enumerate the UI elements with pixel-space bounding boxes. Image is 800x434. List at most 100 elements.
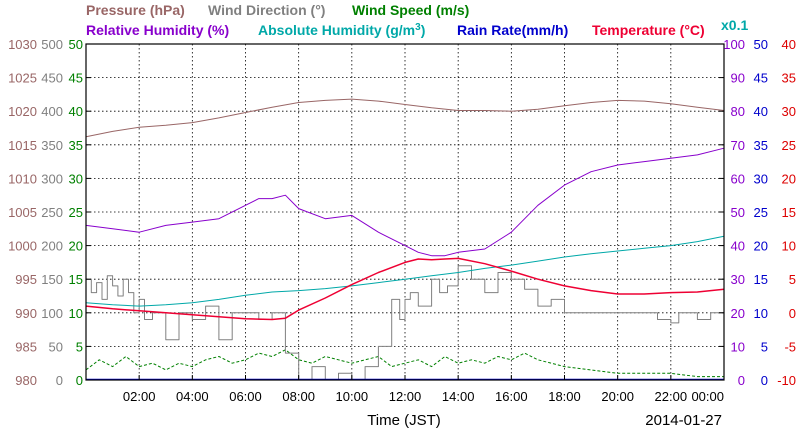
x-tick-label: 06:00 (229, 389, 262, 404)
y-tick-label-wind-speed: 35 (69, 138, 83, 153)
y-tick-label-wind-speed: 20 (69, 239, 83, 254)
y-tick-label-pressure: 1010 (8, 171, 37, 186)
title-pressure: Pressure (hPa) (86, 2, 185, 18)
title-rain-rate: Rain Rate(mm/h) (457, 22, 568, 38)
title-temperature: Temperature (°C) (592, 22, 705, 38)
y-tick-label-rain-rate: 10 (754, 306, 768, 321)
y-tick-label-rain-rate: 30 (754, 171, 768, 186)
y-tick-label-wind-speed: 25 (69, 205, 83, 220)
y-tick-label-humidity: 0 (738, 373, 745, 388)
y-tick-label-wind-direction: 450 (41, 71, 63, 86)
x-tick-label: 02:00 (123, 389, 156, 404)
y-tick-label-pressure: 1030 (8, 37, 37, 52)
y-tick-label-rain-rate: 35 (754, 138, 768, 153)
y-tick-label-wind-speed: 45 (69, 71, 83, 86)
title-absolute-humidity-close: ) (421, 22, 426, 38)
y-tick-label-wind-speed: 40 (69, 104, 83, 119)
y-tick-label-pressure: 985 (15, 339, 37, 354)
grid (86, 44, 724, 380)
y-tick-label-humidity: 60 (731, 171, 745, 186)
x-tick-label: 08:00 (282, 389, 315, 404)
x-tick-label: 18:00 (548, 389, 581, 404)
x-tick-label: 16:00 (495, 389, 528, 404)
y-tick-label-humidity: 10 (731, 339, 745, 354)
title-relative-humidity: Relative Humidity (%) (86, 22, 229, 38)
y-tick-label-pressure: 980 (15, 373, 37, 388)
series-line-temperature (85, 257, 725, 321)
y-tick-label-humidity: 70 (731, 138, 745, 153)
y-tick-label-temperature: 40 (782, 37, 796, 52)
y-tick-label-wind-direction: 100 (41, 306, 63, 321)
y-tick-label-humidity: 80 (731, 104, 745, 119)
y-tick-label-humidity: 90 (731, 71, 745, 86)
y-tick-label-temperature: 15 (782, 205, 796, 220)
y-tick-label-wind-speed: 10 (69, 306, 83, 321)
y-tick-label-wind-direction: 150 (41, 272, 63, 287)
y-tick-label-wind-speed: 15 (69, 272, 83, 287)
title-scale-note: x0.1 (721, 17, 748, 33)
x-axis: 02:00 04:00 06:00 08:00 10:00 12:00 14:00 16:00… (123, 375, 725, 404)
y-tick-label-humidity: 100 (723, 37, 745, 52)
y-tick-label-temperature: 5 (789, 272, 796, 287)
y-tick-label-temperature: 25 (782, 138, 796, 153)
y-tick-label-rain-rate: 50 (754, 37, 768, 52)
y-tick-label-pressure: 990 (15, 306, 37, 321)
y-tick-label-rain-rate: 0 (761, 373, 768, 388)
y-tick-label-temperature: 20 (782, 171, 796, 186)
y-tick-label-pressure: 1005 (8, 205, 37, 220)
y-tick-label-wind-direction: 350 (41, 138, 63, 153)
y-tick-label-temperature: 10 (782, 239, 796, 254)
title-absolute-humidity-text: Absolute Humidity (g/m (258, 22, 415, 38)
x-tick-label: 04:00 (176, 389, 209, 404)
x-tick-label: 20:00 (601, 389, 634, 404)
y-tick-label-temperature: -10 (777, 373, 796, 388)
y-tick-label-wind-direction: 400 (41, 104, 63, 119)
y-tick-label-rain-rate: 40 (754, 104, 768, 119)
x-tick-label: 10:00 (336, 389, 369, 404)
y-tick-label-wind-direction: 50 (49, 339, 63, 354)
series-line-relative-humidity (85, 147, 725, 257)
y-tick-label-humidity: 20 (731, 306, 745, 321)
title-wind-direction: Wind Direction (°) (208, 2, 325, 18)
y-tick-label-rain-rate: 20 (754, 239, 768, 254)
chart-date: 2014-01-27 (645, 412, 722, 429)
y-tick-label-wind-speed: 0 (76, 373, 83, 388)
series-line-absolute-humidity (85, 235, 725, 307)
y-tick-label-wind-speed: 50 (69, 37, 83, 52)
title-wind-speed: Wind Speed (m/s) (352, 2, 469, 18)
y-tick-label-pressure: 1025 (8, 71, 37, 86)
y-tick-label-pressure: 1015 (8, 138, 37, 153)
x-axis-title: Time (JST) (367, 412, 441, 429)
y-tick-label-pressure: 995 (15, 272, 37, 287)
title-absolute-humidity: Absolute Humidity (g/m3) (258, 22, 425, 38)
y-tick-label-wind-speed: 30 (69, 171, 83, 186)
y-tick-label-rain-rate: 25 (754, 205, 768, 220)
y-tick-label-humidity: 40 (731, 239, 745, 254)
x-tick-label: 14:00 (442, 389, 475, 404)
y-tick-label-humidity: 30 (731, 272, 745, 287)
y-tick-label-rain-rate: 15 (754, 272, 768, 287)
y-tick-label-temperature: 35 (782, 71, 796, 86)
x-tick-label: 12:00 (389, 389, 422, 404)
y-tick-label-temperature: 0 (789, 306, 796, 321)
title-absolute-humidity-sup: 3 (415, 22, 421, 33)
y-tick-label-wind-direction: 500 (41, 37, 63, 52)
y-tick-label-rain-rate: 45 (754, 71, 768, 86)
series-line-wind-direction (86, 265, 725, 381)
y-tick-label-wind-direction: 250 (41, 205, 63, 220)
x-tick-label: 00:00 (691, 389, 724, 404)
y-tick-label-temperature: 30 (782, 104, 796, 119)
x-tick-label: 22:00 (655, 389, 688, 404)
y-tick-label-wind-direction: 200 (41, 239, 63, 254)
y-tick-label-rain-rate: 5 (761, 339, 768, 354)
y-tick-label-wind-speed: 5 (76, 339, 83, 354)
y-tick-label-wind-direction: 300 (41, 171, 63, 186)
y-tick-label-pressure: 1020 (8, 104, 37, 119)
y-axes: 9809859909951000100510101015102010251030… (8, 37, 796, 388)
series-line-pressure (85, 98, 725, 138)
y-tick-label-temperature: -5 (784, 339, 796, 354)
y-tick-label-humidity: 50 (731, 205, 745, 220)
y-tick-label-pressure: 1000 (8, 239, 37, 254)
